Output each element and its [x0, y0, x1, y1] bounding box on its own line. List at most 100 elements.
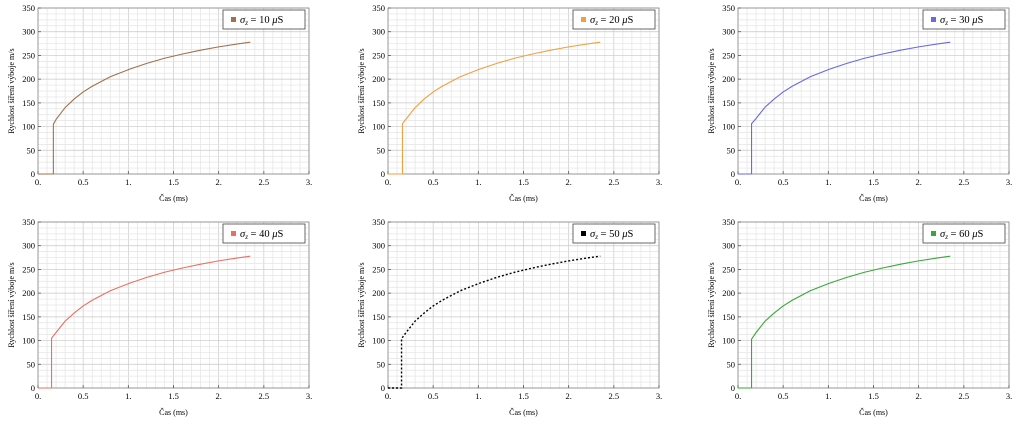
y-tick-label: 300	[722, 27, 735, 37]
x-tick-label: 2.5	[609, 391, 620, 401]
legend-box	[222, 223, 306, 244]
y-tick-label: 100	[372, 336, 385, 346]
x-tick-label: 3.	[656, 177, 662, 187]
y-tick-label: 0	[31, 383, 35, 393]
chart-svg: 0. 0.5 1. 1.5 2. 2.5 3. 0 50 100 150 200 250 300 350 Ča…	[357, 3, 662, 203]
chart-svg: 0. 0.5 1. 1.5 2. 2.5 3. 0 50 100 150 200 250 300 350 Ča…	[357, 217, 662, 417]
y-tick-label: 300	[22, 27, 35, 37]
y-axis-label: Rychlost šíření výboje m/s	[707, 48, 716, 133]
y-tick-label: 300	[22, 241, 35, 251]
y-tick-label: 150	[22, 98, 35, 108]
y-tick-label: 100	[22, 336, 35, 346]
series-line	[738, 41, 951, 175]
legend-swatch	[231, 231, 236, 236]
legend-box	[572, 223, 656, 244]
x-axis-label: Čas (ms)	[159, 193, 188, 203]
x-tick-label: 3.	[656, 391, 662, 401]
x-tick-label: 0.	[385, 177, 391, 187]
chart-panel-1: 0. 0.5 1. 1.5 2. 2.5 3. 0 50 100 150 200 250 300 350 Ča…	[0, 0, 341, 212]
x-tick-label: 2.	[565, 177, 571, 187]
legend-label: σz = 20 μS	[590, 15, 634, 27]
y-tick-label: 100	[22, 122, 35, 132]
series-line	[38, 41, 251, 175]
chart-svg: 0. 0.5 1. 1.5 2. 2.5 3. 0 50 100 150 200 250 300 350 Ča…	[7, 3, 312, 203]
x-tick-label: 1.5	[168, 177, 179, 187]
legend-box	[222, 9, 306, 30]
y-tick-label: 0	[381, 383, 385, 393]
y-tick-label: 250	[722, 264, 735, 274]
y-axis-label: Rychlost šíření výboje m/s	[357, 48, 366, 133]
x-tick-label: 0.5	[778, 177, 789, 187]
y-axis-label: Rychlost šíření výboje m/s	[7, 262, 16, 347]
legend: σz = 40 μS	[222, 223, 306, 244]
chart-svg: 0. 0.5 1. 1.5 2. 2.5 3. 0 50 100 150 200 250 300 350 Ča…	[707, 3, 1012, 203]
y-tick-label: 100	[722, 122, 735, 132]
chart-panel-6: 0. 0.5 1. 1.5 2. 2.5 3. 0 50 100 150 200 250 300 350 Ča…	[700, 214, 1023, 426]
y-tick-label: 200	[22, 74, 35, 84]
y-tick-label: 150	[372, 98, 385, 108]
x-tick-label: 2.	[915, 177, 921, 187]
x-tick-label: 3.	[1006, 177, 1012, 187]
x-tick-label: 3.	[1006, 391, 1012, 401]
y-tick-label: 50	[377, 359, 386, 369]
legend: σz = 50 μS	[572, 223, 656, 244]
chart-panel-2: 0. 0.5 1. 1.5 2. 2.5 3. 0 50 100 150 200 250 300 350 Ča…	[350, 0, 691, 212]
x-tick-label: 2.5	[259, 177, 270, 187]
x-tick-label: 0.5	[78, 177, 89, 187]
legend-box	[922, 9, 1006, 30]
series-line	[738, 255, 951, 389]
y-tick-label: 200	[22, 288, 35, 298]
y-tick-label: 150	[722, 312, 735, 322]
y-axis-label: Rychlost šíření výboje m/s	[7, 48, 16, 133]
legend-label: σz = 60 μS	[940, 229, 984, 241]
x-tick-label: 0.	[385, 391, 391, 401]
y-tick-label: 350	[372, 3, 385, 13]
legend-label: σz = 10 μS	[240, 15, 284, 27]
x-tick-label: 1.	[825, 391, 831, 401]
x-tick-label: 1.5	[518, 391, 529, 401]
x-axis-label: Čas (ms)	[509, 193, 538, 203]
y-tick-label: 100	[372, 122, 385, 132]
legend-label: σz = 30 μS	[940, 15, 984, 27]
y-tick-label: 350	[22, 217, 35, 227]
y-tick-label: 300	[372, 27, 385, 37]
grid	[37, 221, 310, 389]
x-tick-label: 2.5	[259, 391, 270, 401]
series-line	[38, 255, 251, 389]
x-tick-label: 0.	[35, 177, 41, 187]
legend-swatch	[931, 231, 936, 236]
x-tick-label: 1.	[825, 177, 831, 187]
y-axis-label: Rychlost šíření výboje m/s	[707, 262, 716, 347]
y-tick-label: 250	[722, 50, 735, 60]
legend-box	[572, 9, 656, 30]
x-tick-label: 0.5	[78, 391, 89, 401]
chart-svg: 0. 0.5 1. 1.5 2. 2.5 3. 0 50 100 150 200 250 300 350 Ča…	[707, 217, 1012, 417]
y-tick-label: 50	[27, 145, 36, 155]
y-tick-label: 200	[722, 74, 735, 84]
y-axis-label: Rychlost šíření výboje m/s	[357, 262, 366, 347]
x-tick-label: 1.	[125, 391, 131, 401]
chart-panel-3: 0. 0.5 1. 1.5 2. 2.5 3. 0 50 100 150 200 250 300 350 Ča…	[700, 0, 1023, 212]
legend-swatch	[581, 17, 586, 22]
y-tick-label: 250	[22, 50, 35, 60]
y-tick-label: 50	[727, 359, 736, 369]
x-tick-label: 0.5	[428, 177, 439, 187]
y-tick-label: 0	[381, 169, 385, 179]
x-tick-label: 0.5	[778, 391, 789, 401]
x-tick-label: 1.	[125, 177, 131, 187]
series-line	[388, 41, 601, 175]
y-tick-label: 50	[377, 145, 386, 155]
x-tick-label: 0.	[735, 177, 741, 187]
x-tick-label: 0.	[735, 391, 741, 401]
y-tick-label: 350	[22, 3, 35, 13]
y-tick-label: 100	[722, 336, 735, 346]
y-tick-label: 0	[31, 169, 35, 179]
x-tick-label: 2.	[565, 391, 571, 401]
y-tick-label: 300	[372, 241, 385, 251]
legend: σz = 60 μS	[922, 223, 1006, 244]
legend: σz = 20 μS	[572, 9, 656, 30]
x-axis-label: Čas (ms)	[859, 407, 888, 417]
x-tick-label: 2.5	[959, 177, 970, 187]
x-tick-label: 1.5	[868, 177, 879, 187]
